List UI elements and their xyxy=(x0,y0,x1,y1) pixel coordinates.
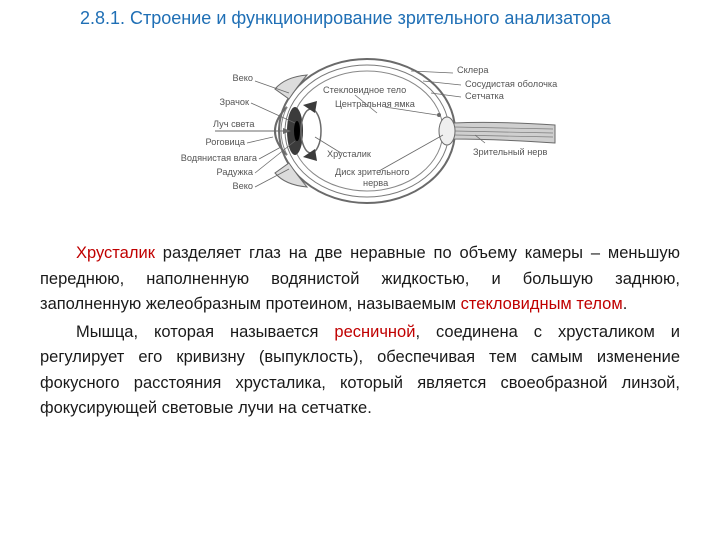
label-zrachok: Зрачок xyxy=(220,97,250,107)
label-raduzhka: Радужка xyxy=(217,167,254,177)
label-disk2: нерва xyxy=(363,178,389,188)
label-khrustalik: Хрусталик xyxy=(327,149,372,159)
label-steklovidnoe: Стекловидное тело xyxy=(323,85,406,95)
hl-resnichnoy: ресничной xyxy=(334,323,415,341)
hl-steklovidnoe: стекловидным телом xyxy=(461,295,623,313)
p1-text-b: . xyxy=(623,295,628,313)
page-title: 2.8.1. Строение и функционирование зрите… xyxy=(80,8,680,29)
label-setchatka: Сетчатка xyxy=(465,91,505,101)
label-sklera: Склера xyxy=(457,65,489,75)
label-veko-bottom: Веко xyxy=(233,181,253,191)
label-veko-top: Веко xyxy=(233,73,253,83)
paragraph-1: Хрусталик разделяет глаз на две неравные… xyxy=(40,241,680,318)
label-luch-sveta: Луч света xyxy=(213,119,255,129)
eye-diagram: Веко Зрачок Луч света Роговица Водяниста… xyxy=(40,43,680,223)
label-nerv: Зрительный нерв xyxy=(473,147,548,157)
hl-khrustalik: Хрусталик xyxy=(76,244,155,262)
body-text: Хрусталик разделяет глаз на две неравные… xyxy=(40,241,680,422)
p2-text-a: Мышца, которая называется xyxy=(76,323,334,341)
label-vodyanistaya: Водянистая влага xyxy=(181,153,258,163)
label-disk1: Диск зрительного xyxy=(335,167,409,177)
paragraph-2: Мышца, которая называется ресничной, сое… xyxy=(40,320,680,422)
label-sosudistaya: Сосудистая оболочка xyxy=(465,79,558,89)
label-rogovitsa: Роговица xyxy=(206,137,246,147)
label-fovea: Центральная ямка xyxy=(335,99,416,109)
